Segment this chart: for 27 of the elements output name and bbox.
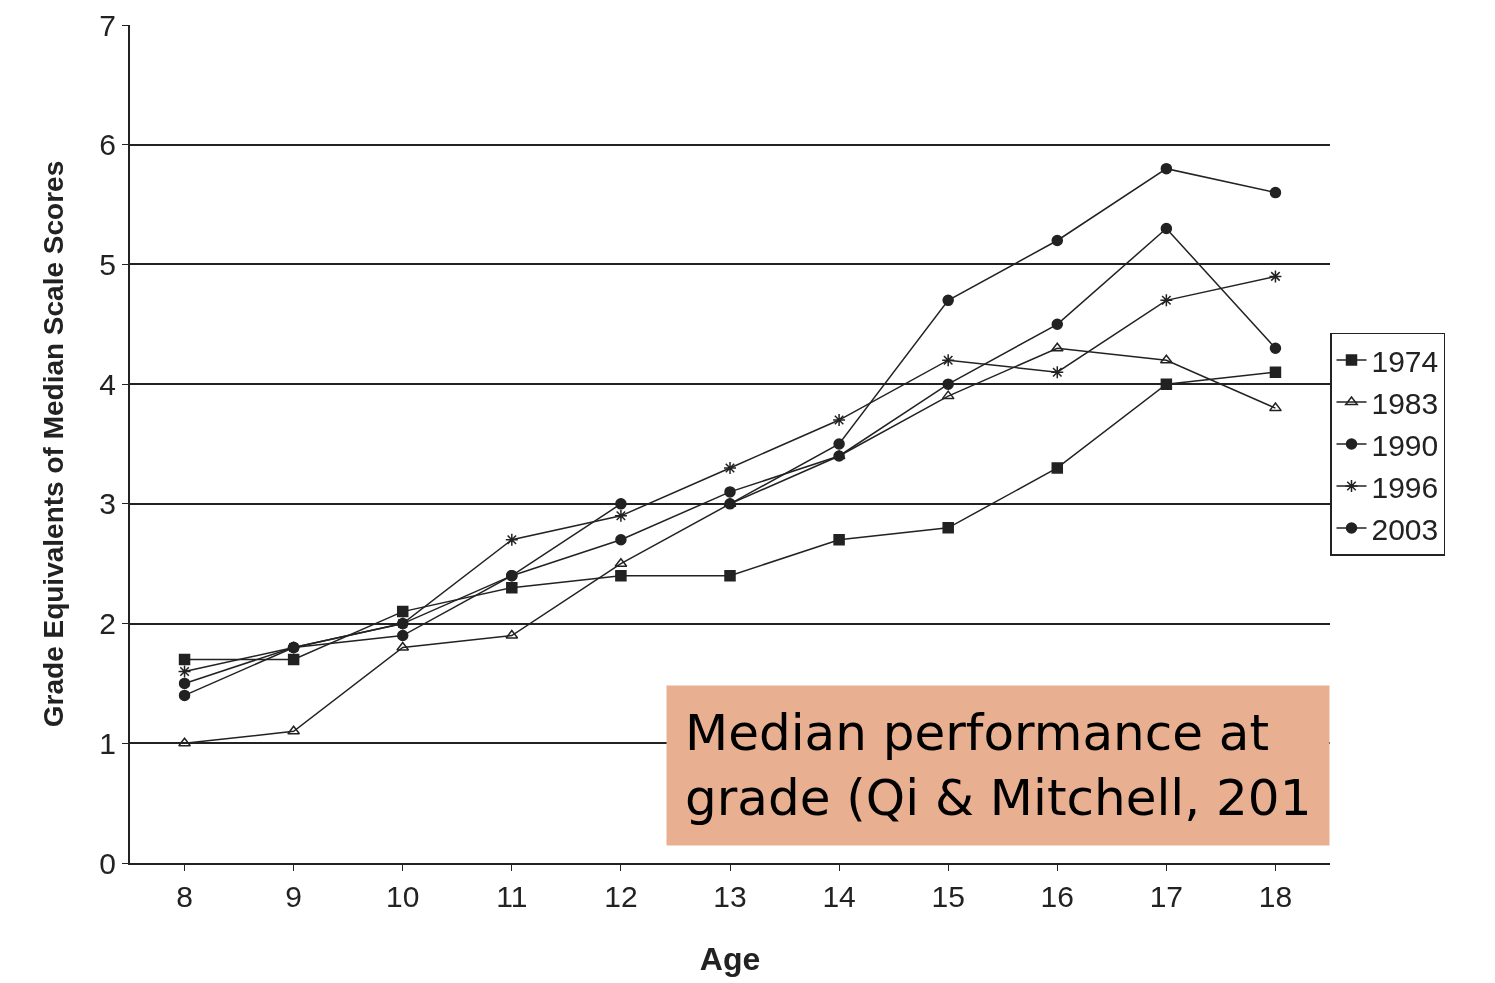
x-tick-label: 16 [1040, 880, 1074, 913]
legend-label: 1974 [1371, 344, 1439, 378]
y-tick-label: 4 [99, 367, 116, 401]
y-tick-label: 2 [99, 607, 116, 641]
x-tick-label: 9 [285, 880, 302, 913]
x-tick-label: 15 [931, 880, 965, 913]
y-tick-label: 0 [99, 846, 116, 880]
annotation: Median performance at grade (Qi & Mitchell, 201 [685, 704, 1312, 827]
legend-label: 1996 [1371, 470, 1439, 504]
legend-label: 1983 [1371, 386, 1439, 420]
x-tick-label: 14 [822, 880, 856, 913]
y-tick-label: 6 [99, 128, 116, 162]
legend-label: 1990 [1371, 428, 1439, 462]
x-tick-label: 11 [496, 880, 528, 913]
legend-label: 2003 [1371, 512, 1439, 546]
y-tick-label: 3 [99, 487, 116, 521]
x-tick-label: 17 [1149, 880, 1184, 913]
x-tick-label: 18 [1258, 880, 1293, 913]
x-tick-label: 12 [604, 880, 638, 913]
y-tick-label: 1 [99, 726, 116, 760]
x-tick-label: 8 [176, 880, 193, 913]
x-tick-label: 10 [386, 880, 420, 913]
y-axis-title: Grade Equivalents of Median Scale Scores [38, 160, 69, 728]
y-tick-label: 5 [99, 247, 116, 281]
x-axis-title: Age [699, 941, 761, 977]
x-tick-label: 13 [713, 880, 747, 913]
y-tick-label: 7 [99, 8, 116, 42]
